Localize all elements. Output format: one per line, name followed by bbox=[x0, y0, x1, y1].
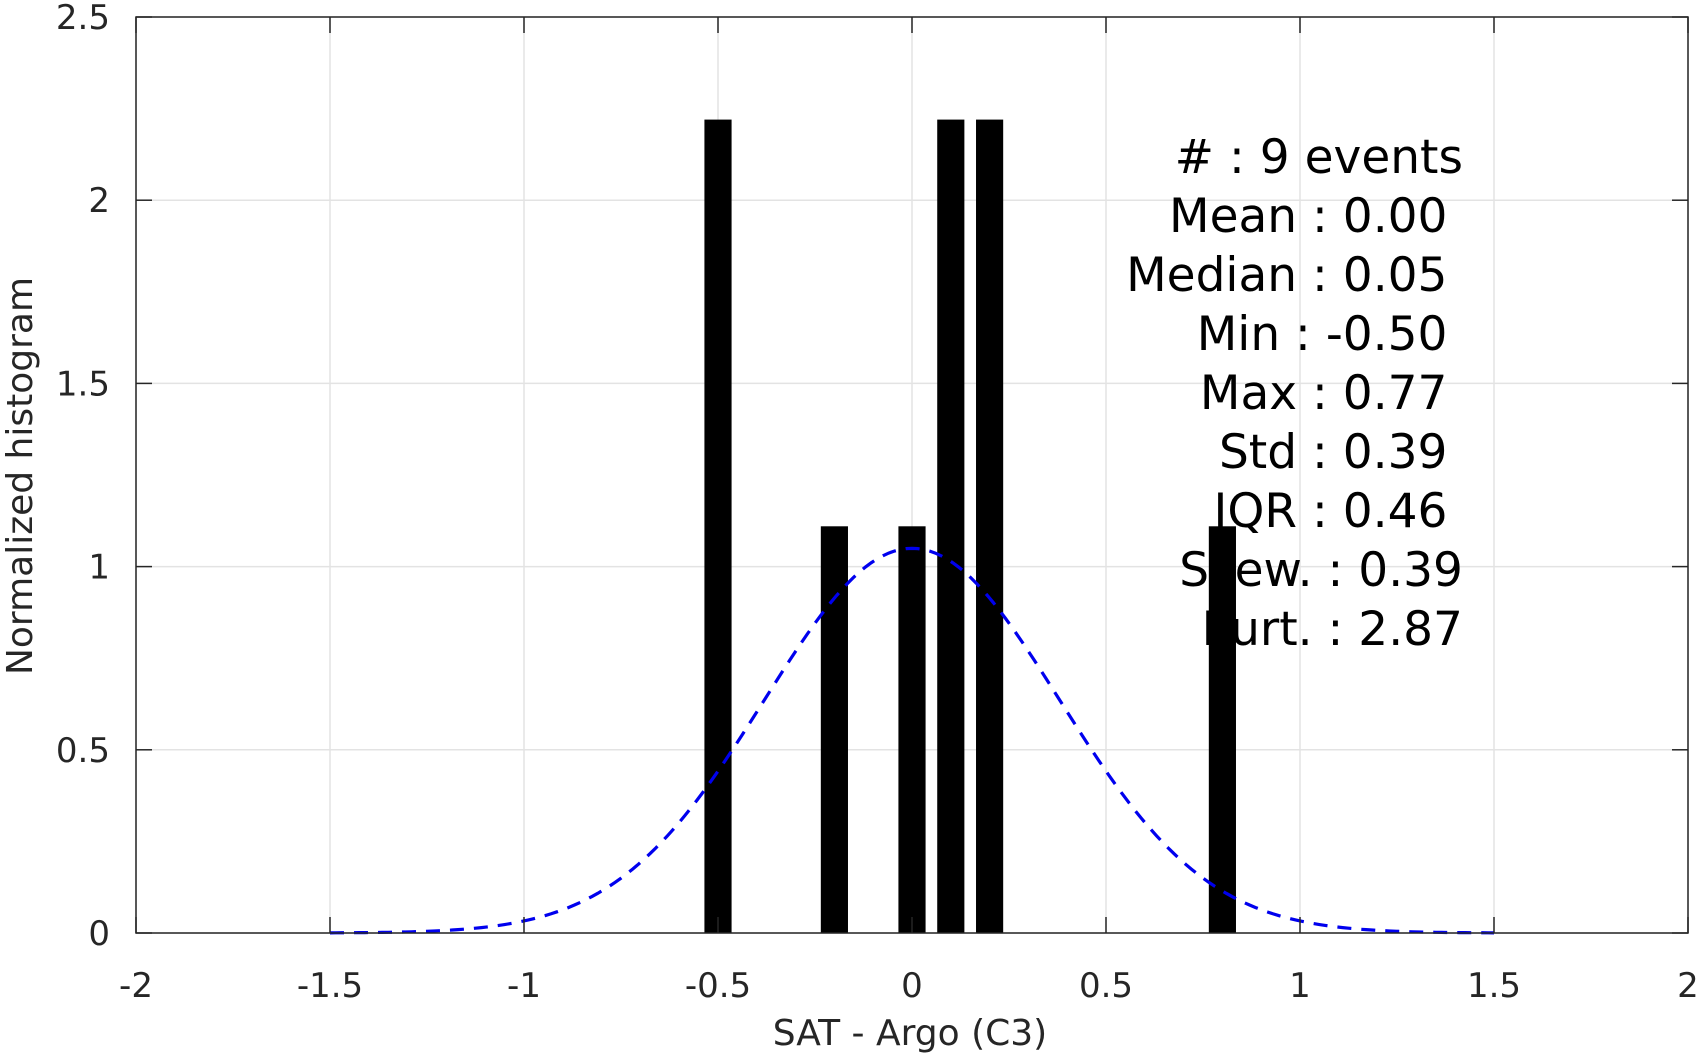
y-tick-label-0: 0 bbox=[88, 914, 110, 954]
y-axis-label: Normalized histogram bbox=[0, 277, 41, 675]
y-tick-label-3: 1.5 bbox=[56, 364, 110, 404]
histogram-bar-2 bbox=[898, 526, 926, 933]
stats-line-4: Max : 0.77 bbox=[1200, 366, 1448, 421]
stats-line-2: Median : 0.05 bbox=[1126, 248, 1447, 303]
stats-line-7: Skew. : 0.39 bbox=[1179, 543, 1463, 598]
histogram-bar-1 bbox=[820, 526, 848, 933]
x-tick-label-0: -2 bbox=[119, 966, 153, 1006]
x-tick-label-1: -1.5 bbox=[297, 966, 363, 1006]
x-tick-label-2: -1 bbox=[507, 966, 541, 1006]
y-tick-label-2: 1 bbox=[88, 548, 110, 588]
tick-labels: -2 -1.5 -1 -0.5 0 0.5 1 1.5 2 0 0.5 1 1.5 2 2.5 bbox=[56, 0, 1699, 1006]
y-tick-label-4: 2 bbox=[88, 181, 110, 221]
x-tick-label-4: 0 bbox=[901, 966, 923, 1006]
x-tick-label-3: -0.5 bbox=[685, 966, 751, 1006]
histogram-bar-4 bbox=[976, 119, 1004, 934]
y-tick-label-1: 0.5 bbox=[56, 731, 110, 771]
stats-line-3: Min : -0.50 bbox=[1197, 307, 1448, 362]
stats-line-0: # : 9 events bbox=[1175, 130, 1463, 185]
histogram-bar-3 bbox=[937, 119, 965, 934]
stats-line-6: IQR : 0.46 bbox=[1214, 484, 1448, 539]
histogram-bar-0 bbox=[704, 119, 732, 934]
histogram-bar-5 bbox=[1208, 526, 1236, 933]
axes bbox=[135, 16, 1689, 934]
x-axis-label: SAT - Argo (C3) bbox=[773, 1013, 1047, 1054]
stats-line-5: Std : 0.39 bbox=[1219, 425, 1447, 480]
x-tick-label-6: 1 bbox=[1289, 966, 1311, 1006]
x-tick-label-5: 0.5 bbox=[1079, 966, 1133, 1006]
bars bbox=[704, 119, 1236, 934]
y-tick-label-5: 2.5 bbox=[56, 0, 110, 38]
stats-line-1: Mean : 0.00 bbox=[1169, 189, 1447, 244]
x-tick-label-7: 1.5 bbox=[1467, 966, 1521, 1006]
x-tick-label-8: 2 bbox=[1677, 966, 1699, 1006]
stats-line-8: Kurt. : 2.87 bbox=[1202, 602, 1463, 657]
